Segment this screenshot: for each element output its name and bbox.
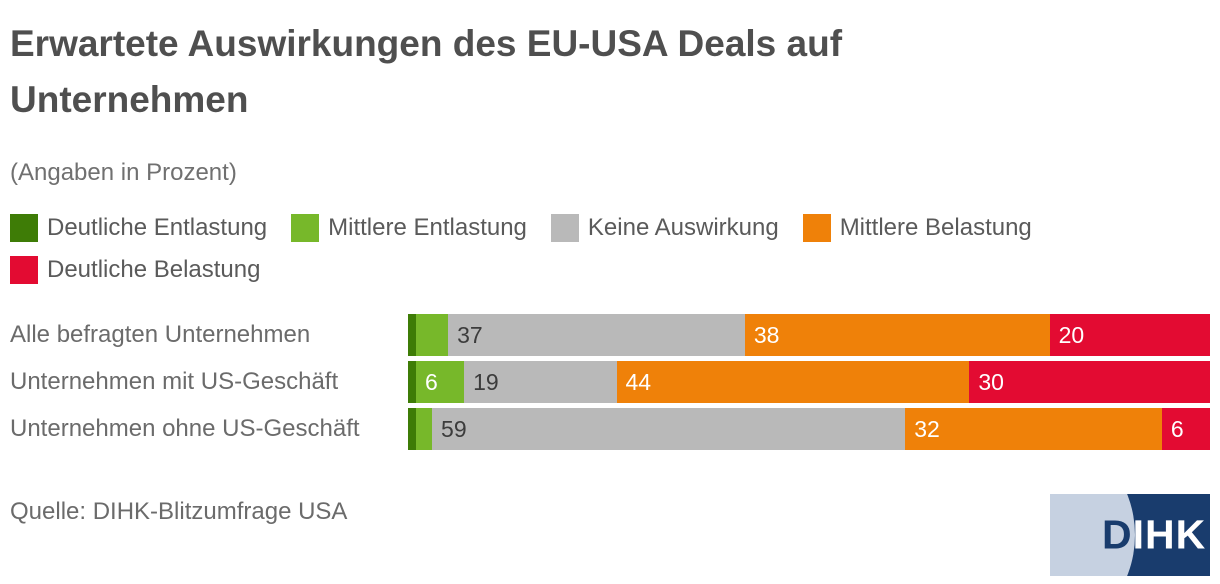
category-label: Unternehmen mit US-Geschäft	[10, 368, 339, 395]
bar-segment	[416, 314, 449, 356]
category-label: Unternehmen ohne US-Geschäft	[10, 415, 360, 442]
bar-segment	[408, 361, 417, 403]
bar-segment: 37	[448, 314, 745, 356]
bar-value-label: 19	[473, 368, 499, 395]
chart-row: Unternehmen ohne US-Geschäft 59 32 6	[10, 408, 1210, 450]
bar-segment: 44	[616, 361, 970, 403]
legend-label: Keine Auswirkung	[587, 214, 779, 241]
stacked-bar: 37 38 20	[408, 314, 1210, 356]
bar-segment: 19	[464, 361, 617, 403]
legend-label: Mittlere Belastung	[839, 214, 1032, 241]
bar-value-label: 59	[441, 415, 467, 442]
logo-wordmark: DIHK	[1102, 511, 1207, 558]
stacked-bar-chart: Alle befragten Unternehmen 37 38 20 Unterneh…	[10, 314, 1210, 450]
bar-segment	[416, 408, 433, 450]
bar-value-label: 30	[978, 368, 1004, 395]
bar-segment	[408, 314, 417, 356]
bar-segment: 6	[416, 361, 465, 403]
bar-value-label: 6	[425, 368, 438, 395]
bar-segment	[408, 408, 417, 450]
legend-item-1: Mittlere Entlastung	[291, 214, 527, 242]
bar-segment: 30	[969, 361, 1210, 403]
bar-value-label: 38	[753, 321, 780, 348]
dihk-logo: DIHK	[1050, 494, 1210, 576]
legend-swatch-icon	[550, 214, 579, 242]
legend-swatch-icon	[802, 214, 831, 242]
bar-value-label: 44	[625, 368, 652, 395]
legend-item-2: Keine Auswirkung	[550, 214, 779, 242]
bar-value-label: 37	[457, 321, 483, 348]
legend-label: Deutliche Belastung	[47, 256, 261, 283]
legend-swatch-icon	[291, 214, 320, 242]
legend: Deutliche Entlastung Mittlere Entlastung K…	[10, 214, 1130, 284]
bar-value-label: 20	[1058, 321, 1085, 348]
bar-segment: 38	[744, 314, 1050, 356]
logo-circle-shape	[1050, 494, 1135, 576]
legend-item-4: Deutliche Belastung	[10, 256, 260, 284]
bar-value-label: 6	[1170, 415, 1184, 442]
legend-label: Deutliche Entlastung	[47, 214, 268, 241]
page-title: Erwartete Auswirkungen des EU-USA Deals …	[10, 23, 843, 120]
stacked-bar: 6 19 44 30	[408, 361, 1210, 403]
bar-segment: 32	[905, 408, 1162, 450]
legend-swatch-icon	[10, 214, 38, 242]
legend-item-0: Deutliche Entlastung	[10, 214, 267, 242]
legend-item-3: Mittlere Belastung	[802, 214, 1032, 242]
chart-row: Unternehmen mit US-Geschäft 6 19 44 30	[10, 361, 1210, 403]
chart-row: Alle befragten Unternehmen 37 38 20	[10, 314, 1210, 356]
logo-letter-d: D	[1102, 511, 1133, 558]
stacked-bar: 59 32 6	[408, 408, 1210, 450]
logo-letters-ihk: IHK	[1132, 511, 1207, 558]
legend-swatch-icon	[10, 256, 38, 284]
legend-label: Mittlere Entlastung	[328, 214, 527, 241]
category-label: Alle befragten Unternehmen	[10, 321, 311, 348]
bar-value-label: 32	[914, 415, 940, 442]
bar-segment: 6	[1161, 408, 1210, 450]
chart-subtitle: (Angaben in Prozent)	[10, 159, 237, 186]
source-note: Quelle: DIHK-Blitzumfrage USA	[10, 498, 348, 525]
bar-segment: 59	[432, 408, 906, 450]
bar-segment: 20	[1049, 314, 1210, 356]
